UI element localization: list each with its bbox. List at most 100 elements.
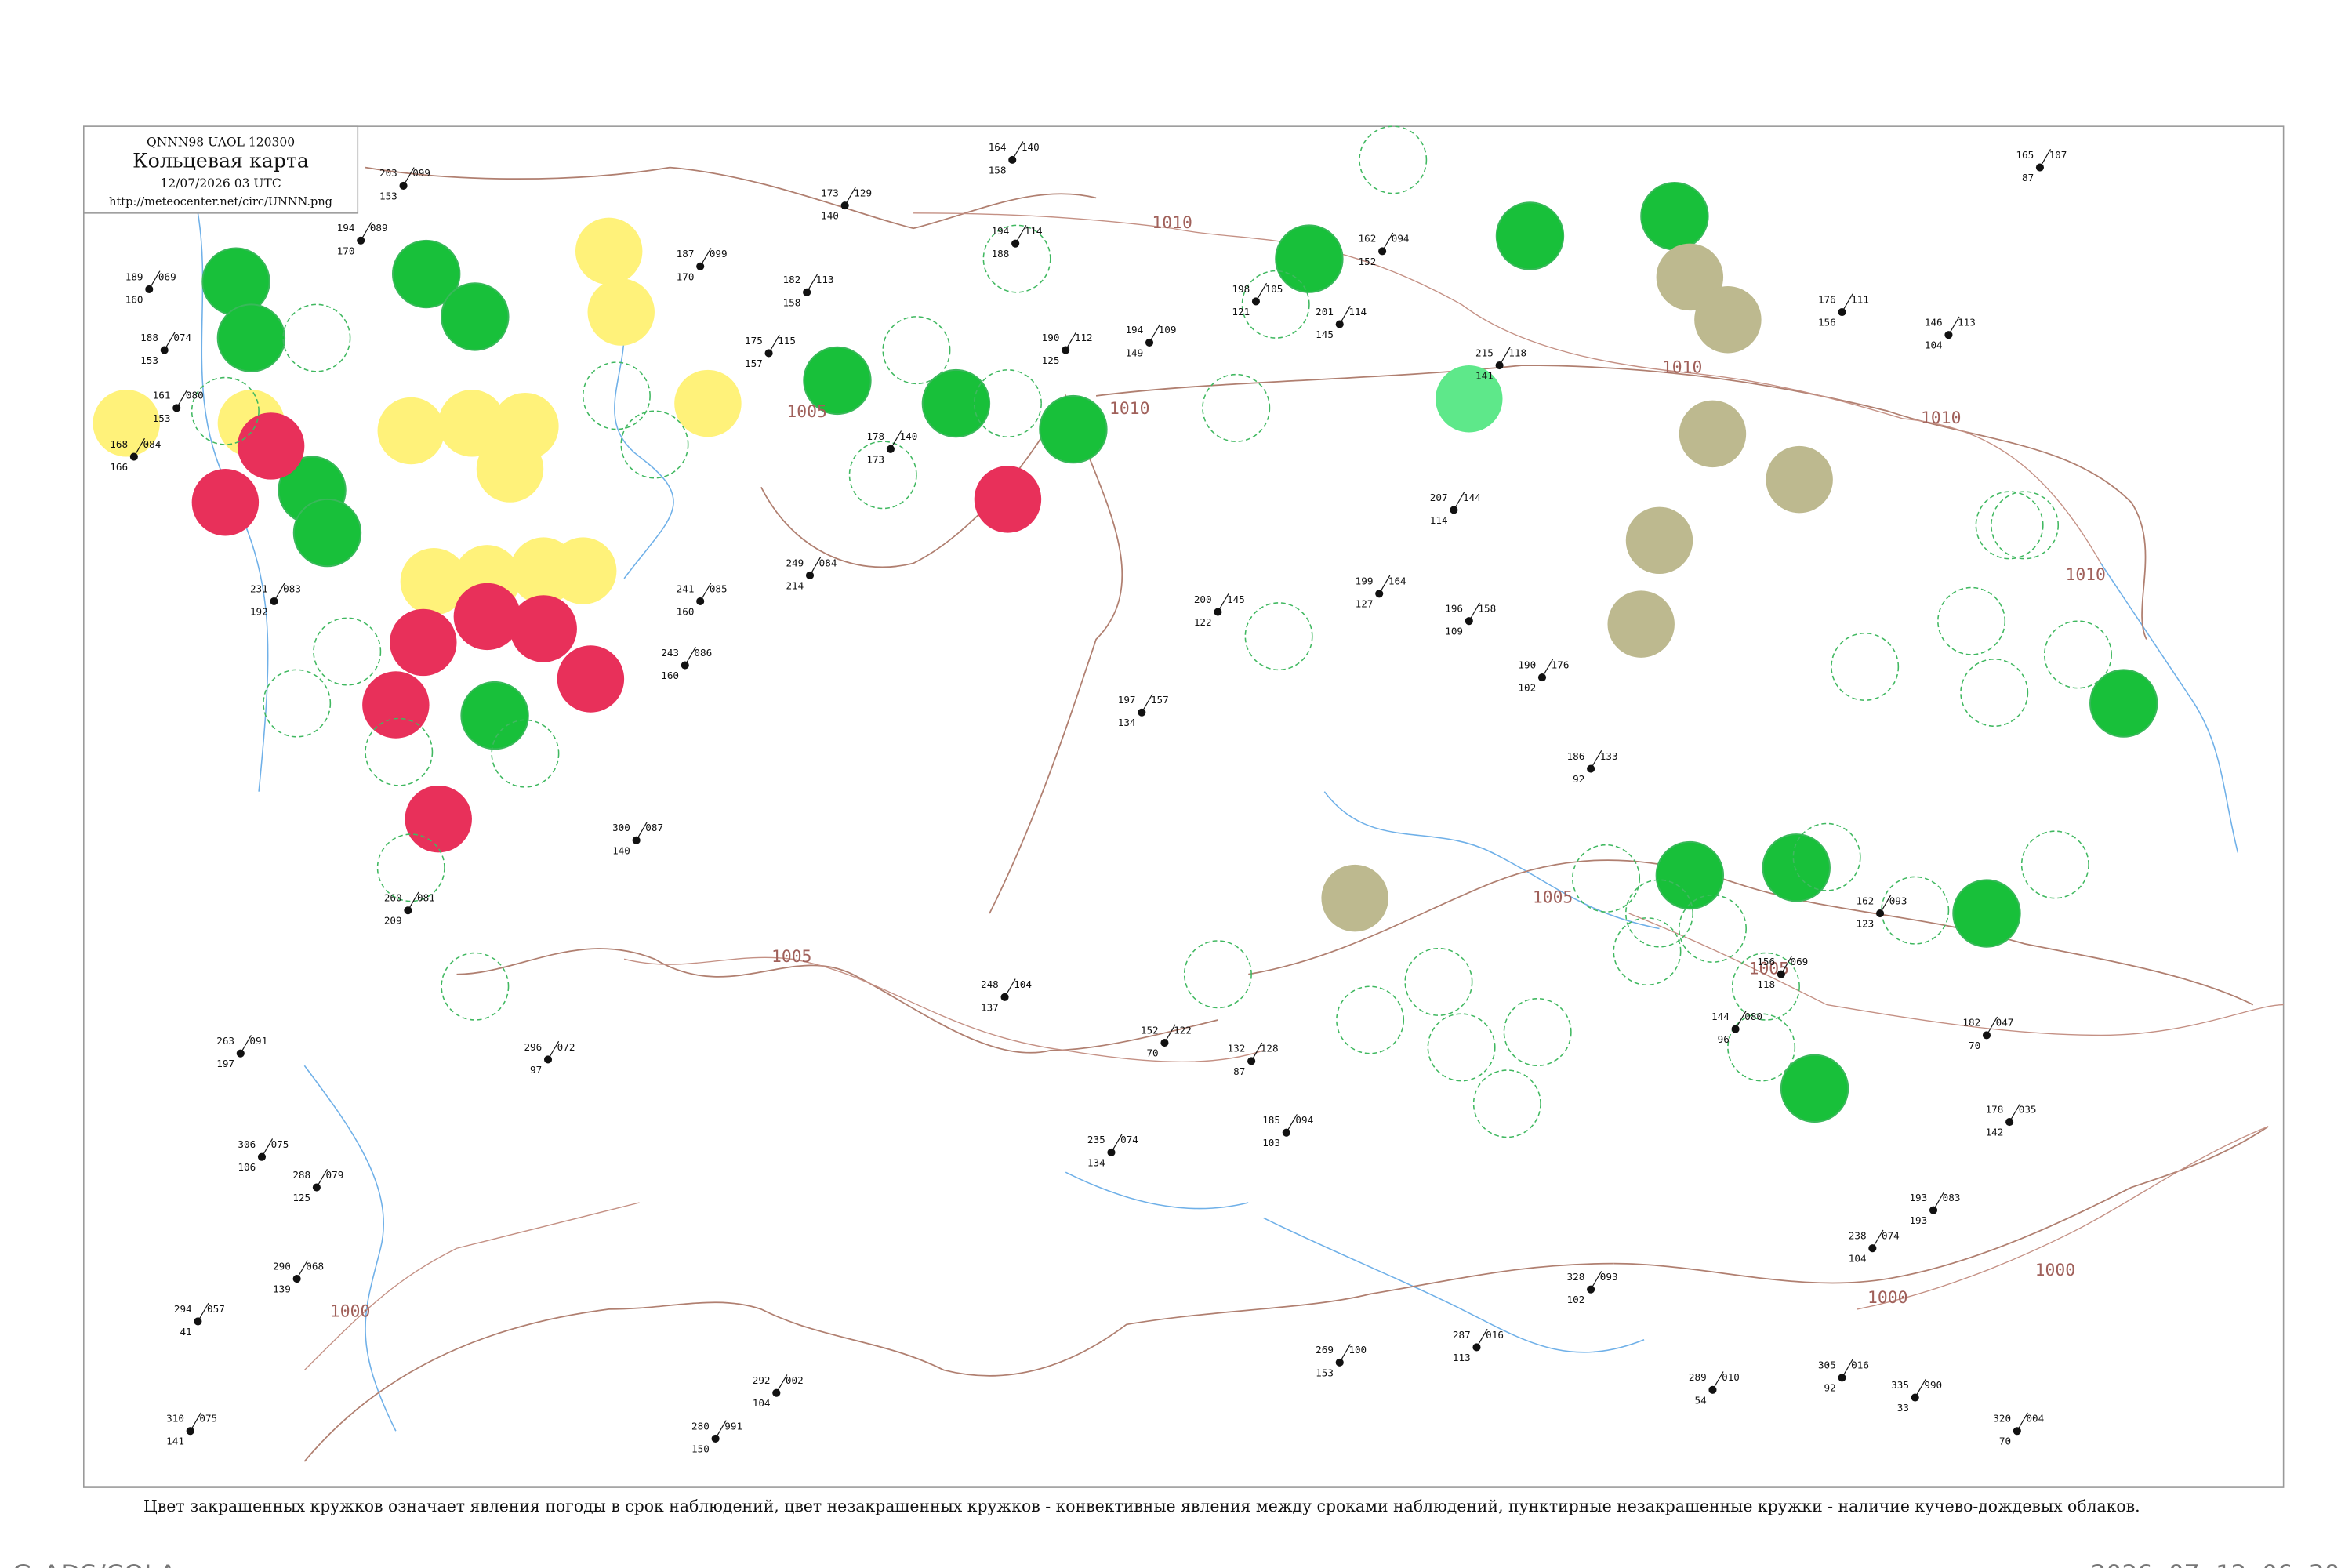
station-temp: 162 — [1359, 233, 1377, 245]
station-dew: 192 — [250, 605, 268, 617]
station-dew: 87 — [1233, 1065, 1245, 1077]
wind-barb — [2009, 1103, 2021, 1123]
station-pressure: 133 — [1600, 750, 1618, 762]
station-pressure: 990 — [1924, 1379, 1942, 1391]
station-pressure: 158 — [1478, 603, 1496, 615]
station-pressure: 094 — [1392, 233, 1410, 245]
station-pressure: 083 — [1943, 1192, 1961, 1203]
station-temp: 263 — [216, 1035, 234, 1047]
station-dot — [1247, 1057, 1256, 1065]
cb-ring — [1625, 879, 1693, 948]
station-dew: 160 — [125, 293, 143, 305]
station-dew: 97 — [530, 1064, 542, 1076]
weather-circle — [1436, 365, 1503, 433]
station-dot — [1000, 993, 1009, 1001]
wind-barb — [1986, 1016, 1998, 1036]
border — [365, 166, 1097, 230]
station-pressure: 069 — [158, 270, 176, 282]
footer-left: GrADS/COLA — [13, 1559, 177, 1568]
weather-circle — [292, 498, 362, 568]
station-dew: 121 — [1232, 306, 1250, 318]
cb-ring — [441, 952, 510, 1021]
station-dot — [1868, 1244, 1877, 1253]
station-dew: 70 — [1999, 1436, 2011, 1447]
wind-barb — [1711, 1371, 1724, 1391]
station-dew: 150 — [691, 1443, 710, 1454]
weather-circle — [1679, 400, 1747, 468]
wind-barb — [2016, 1412, 2028, 1432]
caption: Цвет закрашенных кружков означает явлени… — [143, 1497, 2140, 1515]
station-pressure: 099 — [412, 167, 430, 179]
header-title: Кольцевая карта — [132, 150, 309, 172]
station-temp: 190 — [1518, 659, 1536, 670]
station-temp: 152 — [1141, 1024, 1159, 1036]
station-pressure: 091 — [249, 1035, 267, 1047]
cb-ring — [263, 669, 332, 738]
station-pressure: 080 — [186, 390, 204, 401]
station-dew: 113 — [1453, 1352, 1471, 1363]
station-temp: 175 — [745, 335, 763, 347]
station-pressure: 109 — [1159, 324, 1177, 336]
wind-barb — [133, 437, 145, 457]
wind-barb — [1141, 694, 1153, 713]
station-temp: 288 — [292, 1169, 310, 1181]
wind-barb — [2039, 148, 2052, 168]
footer-right: 2026-07-12-06:30 — [2091, 1559, 2340, 1568]
wind-barb — [1217, 593, 1229, 612]
wind-barb — [316, 1168, 328, 1188]
wind-barb — [699, 248, 712, 267]
wind-barb — [636, 822, 648, 841]
station-dot — [1982, 1031, 1991, 1040]
wind-barb — [1842, 293, 1853, 313]
station-temp: 182 — [1962, 1017, 1980, 1029]
cb-ring — [1991, 491, 2060, 560]
weather-circle — [405, 785, 472, 853]
station-temp: 144 — [1711, 1011, 1730, 1022]
station-dew: 158 — [783, 296, 801, 308]
wind-barb — [1110, 1134, 1123, 1153]
station-dew: 109 — [1445, 626, 1463, 637]
station-pressure: 111 — [1851, 293, 1869, 305]
wind-barb — [1250, 1042, 1263, 1062]
station-pressure: 075 — [271, 1138, 289, 1150]
isobar-label: 1005 — [786, 402, 826, 422]
station-temp: 335 — [1891, 1379, 1909, 1391]
weather-circle — [441, 282, 510, 351]
station-pressure: 128 — [1261, 1043, 1279, 1054]
station-pressure: 114 — [1025, 225, 1043, 237]
wind-barb — [715, 1420, 727, 1439]
station-dew: 70 — [1969, 1040, 1980, 1051]
river — [1065, 1171, 1249, 1210]
station-pressure: 074 — [1120, 1134, 1138, 1145]
station-pressure: 057 — [207, 1303, 225, 1315]
station-dew: 170 — [677, 270, 695, 282]
station-temp: 187 — [677, 248, 695, 260]
wind-barb — [1947, 316, 1960, 336]
cb-ring — [1727, 1013, 1796, 1082]
wind-barb — [1933, 1192, 1945, 1210]
station-temp: 194 — [337, 222, 355, 234]
station-dot — [236, 1049, 245, 1058]
station-dew: 96 — [1718, 1033, 1730, 1045]
station-pressure: 035 — [2019, 1103, 2037, 1115]
station-dot — [194, 1317, 202, 1326]
station-pressure: 140 — [900, 430, 918, 442]
station-pressure: 086 — [694, 647, 712, 659]
weather-circle — [237, 412, 305, 480]
station-dot — [632, 836, 641, 844]
station-temp: 290 — [273, 1260, 291, 1272]
header-date: 12/07/2026 03 UTC — [160, 176, 281, 191]
station-pressure: 079 — [326, 1169, 344, 1181]
station-temp: 178 — [1986, 1103, 2004, 1115]
isobar-label: 1010 — [1109, 399, 1149, 419]
station-temp: 196 — [1445, 603, 1463, 615]
station-dot — [312, 1183, 321, 1192]
cb-ring — [1503, 998, 1572, 1066]
wind-barb — [190, 1412, 201, 1432]
station-temp: 328 — [1567, 1271, 1585, 1283]
river — [303, 1065, 397, 1432]
weather-circle — [674, 369, 742, 437]
station-dew: 153 — [153, 412, 171, 424]
cb-ring — [1937, 586, 2006, 655]
